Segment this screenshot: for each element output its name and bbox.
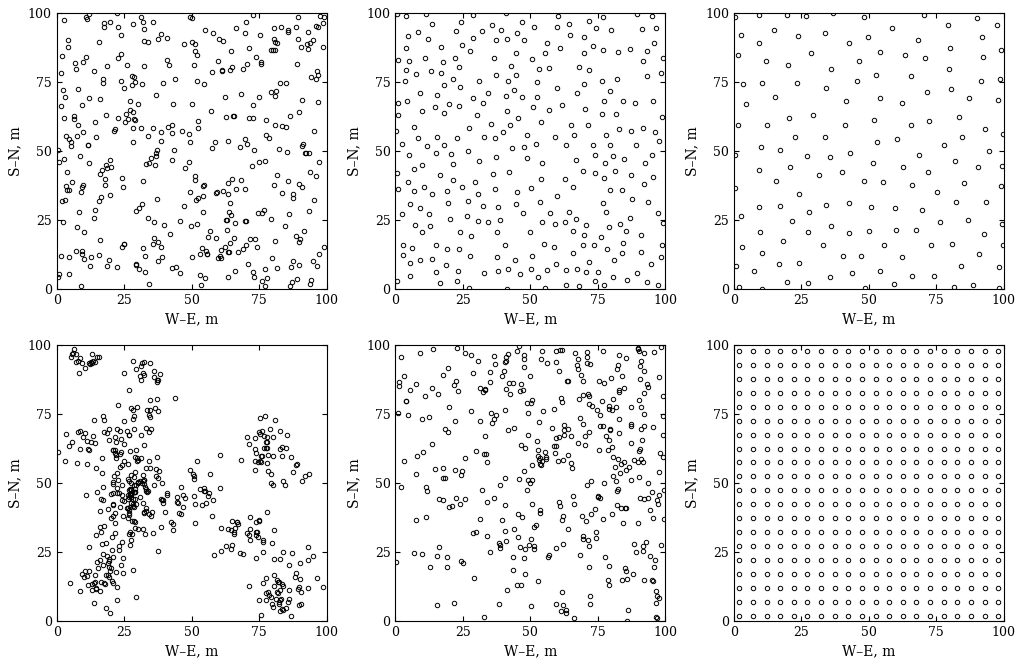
X-axis label: W–E, m: W–E, m [165,313,218,327]
X-axis label: W–E, m: W–E, m [504,645,557,659]
X-axis label: W–E, m: W–E, m [165,645,218,659]
Y-axis label: S–N, m: S–N, m [8,458,23,508]
X-axis label: W–E, m: W–E, m [504,313,557,327]
Y-axis label: S–N, m: S–N, m [347,126,360,176]
Y-axis label: S–N, m: S–N, m [685,126,699,176]
Y-axis label: S–N, m: S–N, m [8,126,23,176]
Y-axis label: S–N, m: S–N, m [347,458,360,508]
X-axis label: W–E, m: W–E, m [842,313,895,327]
X-axis label: W–E, m: W–E, m [842,645,895,659]
Y-axis label: S–N, m: S–N, m [685,458,699,508]
